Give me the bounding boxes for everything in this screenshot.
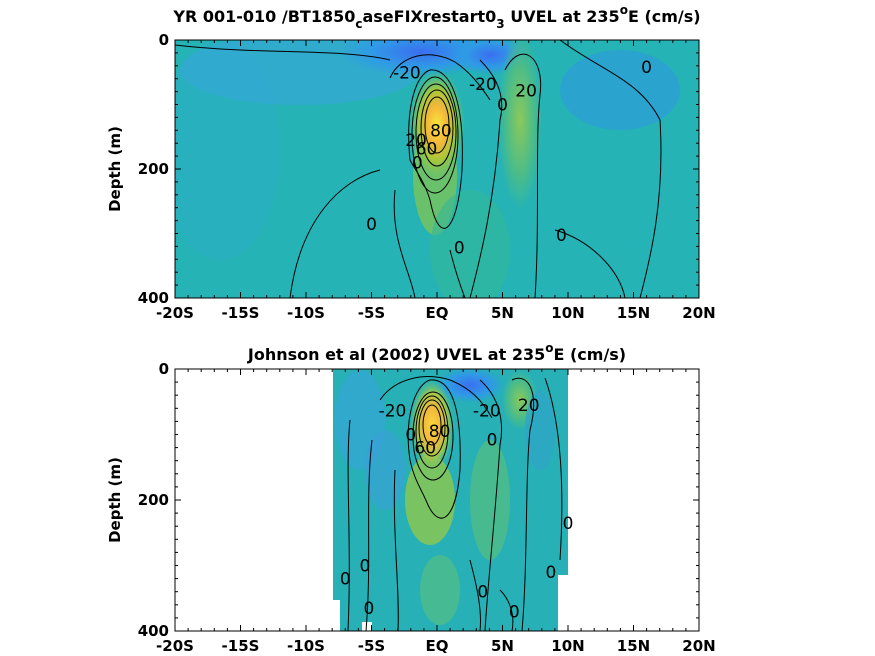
contour-label: 0 bbox=[454, 239, 465, 259]
x-tick-label: 15N bbox=[617, 637, 650, 655]
contour-label: 80 bbox=[429, 422, 451, 442]
x-tick-label: 10N bbox=[551, 637, 584, 655]
panel-2-contours bbox=[347, 376, 563, 631]
contour-label: 0 bbox=[340, 570, 351, 590]
y-tick-label: 400 bbox=[138, 289, 169, 307]
x-tick-label: -5S bbox=[358, 304, 385, 322]
contour-label: 0 bbox=[546, 563, 557, 583]
contour-label: -20 bbox=[393, 63, 421, 83]
contour-label: 0 bbox=[360, 557, 371, 577]
contour-label: 0 bbox=[497, 96, 508, 116]
x-tick-label: 20N bbox=[682, 637, 715, 655]
x-tick-label: EQ bbox=[426, 637, 449, 655]
contour-label: 0 bbox=[556, 226, 567, 246]
contour-label: 60 bbox=[414, 439, 436, 459]
y-tick-label: 400 bbox=[138, 622, 169, 640]
x-tick-label: -5S bbox=[358, 637, 385, 655]
contour-label: 0 bbox=[405, 426, 416, 446]
contour-label: 20 bbox=[518, 396, 540, 416]
y-tick-label: 200 bbox=[138, 491, 169, 509]
panel-1-ylabel: Depth (m) bbox=[106, 126, 124, 212]
contour-label: -20 bbox=[473, 401, 501, 421]
x-tick-label: 5N bbox=[491, 637, 514, 655]
x-tick-label: 15N bbox=[617, 304, 650, 322]
contour-label: 0 bbox=[641, 58, 652, 78]
x-tick-label: -15S bbox=[222, 304, 260, 322]
x-tick-label: -20S bbox=[156, 304, 194, 322]
contour-label: -20 bbox=[469, 75, 497, 95]
x-tick-label: -20S bbox=[156, 637, 194, 655]
panel-2-title: Johnson et al (2002) UVEL at 235oE (cm/s… bbox=[247, 341, 626, 364]
contour-label: 0 bbox=[366, 215, 377, 235]
contour-label: 80 bbox=[430, 121, 452, 141]
panel-2: Johnson et al (2002) UVEL at 235oE (cm/s… bbox=[106, 341, 716, 655]
x-tick-label: EQ bbox=[426, 304, 449, 322]
contour-label: -20 bbox=[379, 401, 407, 421]
panel-1: YR 001-010 /BT1850caseFIXrestart03 UVEL … bbox=[106, 3, 716, 322]
x-tick-label: 10N bbox=[551, 304, 584, 322]
contour-label: 20 bbox=[515, 81, 537, 101]
contour-label: 60 bbox=[416, 139, 438, 159]
contour-label: 0 bbox=[563, 514, 574, 534]
contour-label: 20 bbox=[405, 131, 427, 151]
x-tick-label: -10S bbox=[287, 304, 325, 322]
contour-label: 0 bbox=[509, 602, 520, 622]
panel-2-mask bbox=[176, 370, 698, 630]
y-tick-label: 0 bbox=[159, 360, 169, 378]
contour-label: 0 bbox=[487, 431, 498, 451]
y-tick-label: 200 bbox=[138, 160, 169, 178]
panel-1-title: YR 001-010 /BT1850caseFIXrestart03 UVEL … bbox=[172, 3, 700, 31]
contour-label: 0 bbox=[363, 599, 374, 619]
panel-2-x-ticks: -20S -15S -10S -5S EQ 5N 10N 15N 20N bbox=[156, 369, 716, 655]
panel-2-ylabel: Depth (m) bbox=[106, 457, 124, 543]
panel-1-contours bbox=[175, 40, 662, 298]
panel-1-field bbox=[175, 40, 699, 298]
y-tick-label: 0 bbox=[159, 31, 169, 49]
x-tick-label: -15S bbox=[222, 637, 260, 655]
x-tick-label: 5N bbox=[491, 304, 514, 322]
contour-label: 0 bbox=[477, 583, 488, 603]
panel-1-x-ticks: -20S -15S -10S -5S EQ 5N 10N 15N 20N bbox=[156, 40, 716, 322]
x-tick-label: 20N bbox=[682, 304, 715, 322]
x-tick-label: -10S bbox=[287, 637, 325, 655]
panel-2-field bbox=[333, 369, 568, 631]
contour-label: 0 bbox=[412, 154, 423, 174]
